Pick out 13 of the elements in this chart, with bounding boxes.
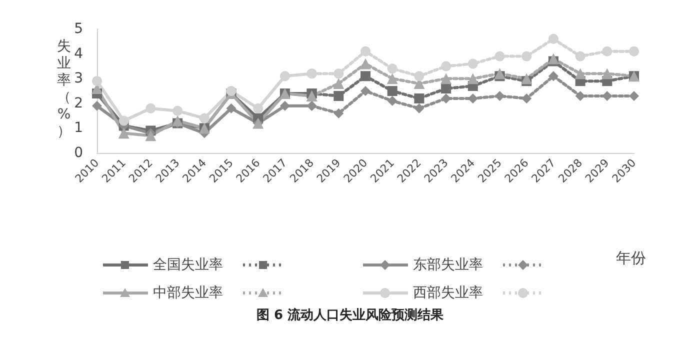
legend-label: 西部失业率 <box>413 285 483 301</box>
legend-label: 全国失业率 <box>153 257 223 273</box>
text: 图 6 流动人口失业风险预测结果 <box>256 307 445 323</box>
y-tick-label: 4 <box>74 46 84 62</box>
y-tick-label: 0 <box>74 145 83 161</box>
y-tick-label: 2 <box>74 95 83 112</box>
y-axis-title: 失业率（%） <box>57 38 71 140</box>
legend-label: 东部失业率 <box>413 257 483 273</box>
legend-label: 中部失业率 <box>153 285 223 301</box>
y-tick-label: 5 <box>74 21 83 37</box>
y-tick-label: 3 <box>74 70 83 87</box>
text: 年份 <box>616 249 646 267</box>
y-tick-label: 1 <box>74 120 83 136</box>
